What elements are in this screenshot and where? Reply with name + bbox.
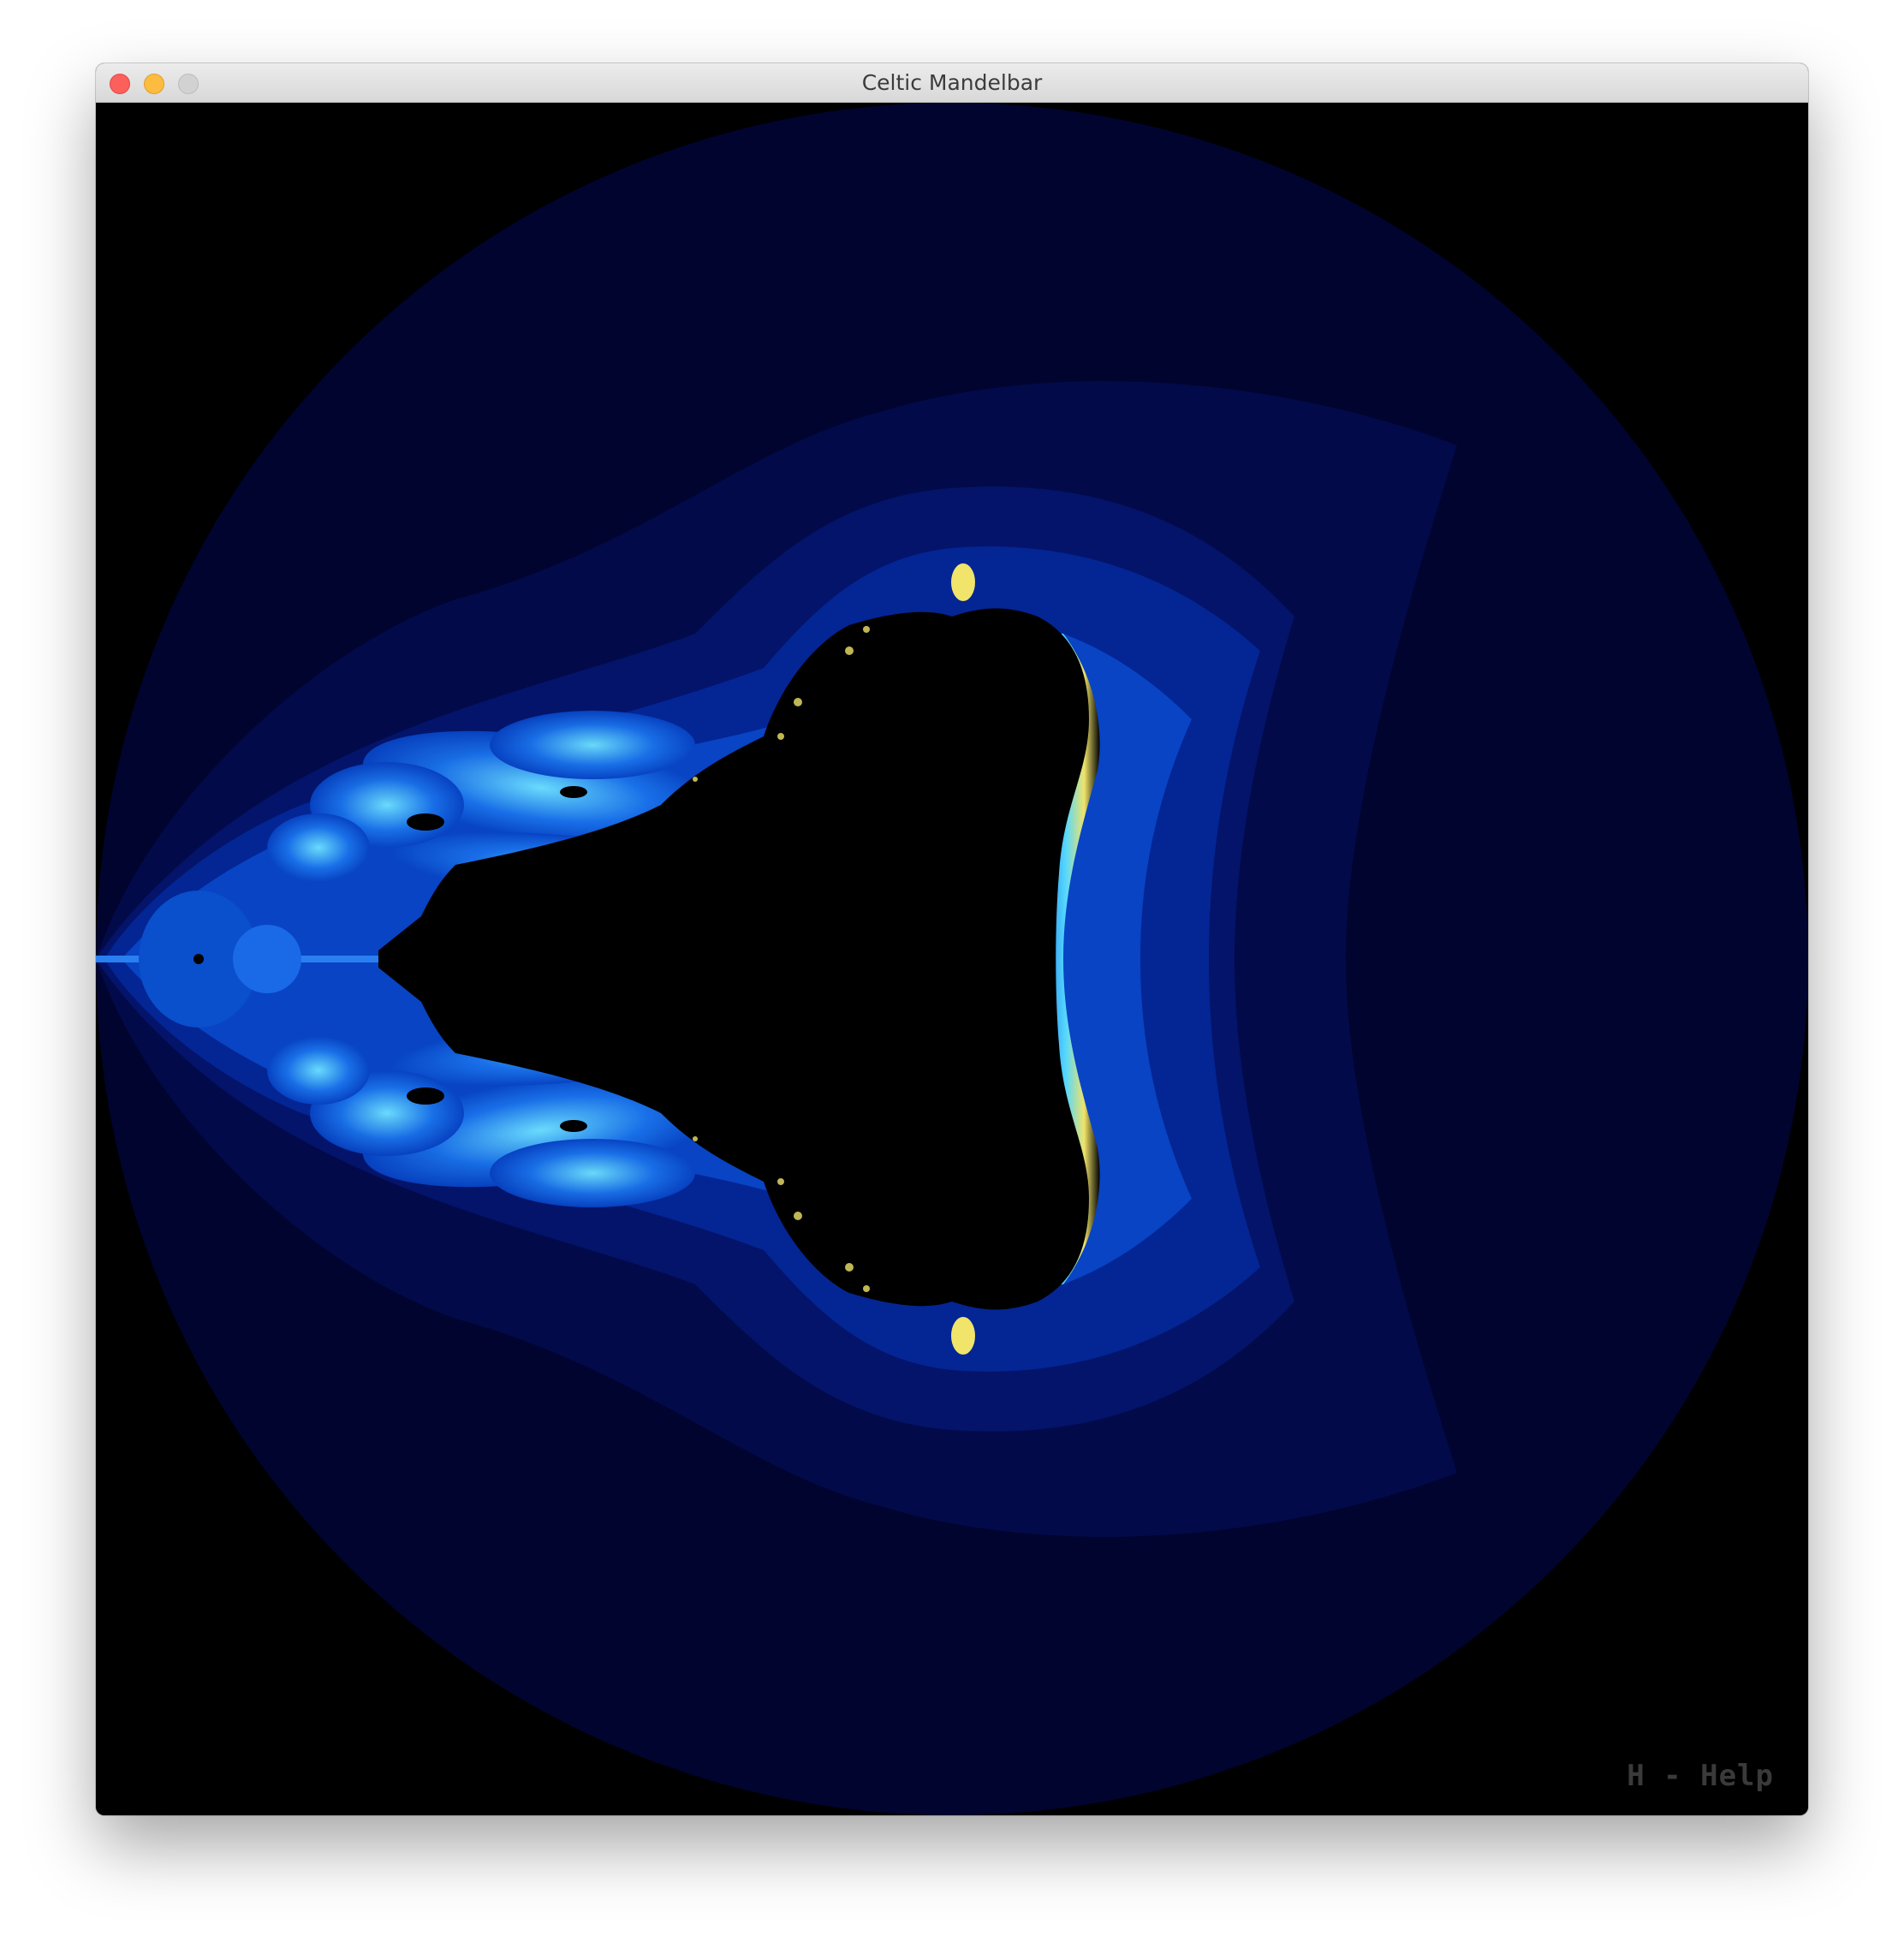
left-spine (96, 891, 421, 1028)
minimize-icon[interactable] (144, 74, 164, 94)
app-window: Celtic Mandelbar (96, 63, 1808, 1815)
window-title: Celtic Mandelbar (861, 70, 1043, 95)
mini-sets (407, 786, 587, 1132)
fractal-image (96, 103, 1808, 1815)
set-body (378, 608, 1089, 1310)
buds (951, 563, 975, 1355)
close-icon[interactable] (110, 74, 130, 94)
fractal-canvas[interactable]: H - Help (96, 103, 1808, 1815)
help-hint: H - Help (1627, 1759, 1774, 1793)
set-fringe (693, 626, 870, 1292)
zoom-icon[interactable] (178, 74, 199, 94)
title-bar[interactable]: Celtic Mandelbar (96, 63, 1808, 103)
